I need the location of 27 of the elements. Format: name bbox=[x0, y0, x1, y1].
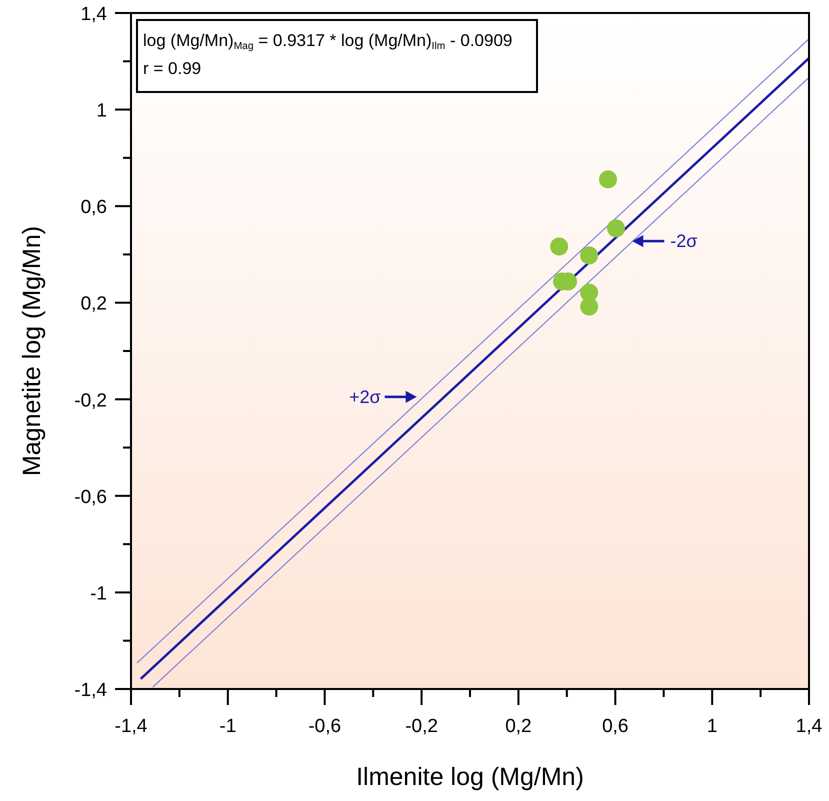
y-tick-label: 1 bbox=[96, 100, 107, 122]
annotation: +2σ bbox=[349, 386, 381, 407]
x-tick-label: 1 bbox=[706, 716, 718, 737]
x-tick-label: 0,6 bbox=[602, 716, 628, 737]
y-tick-label: -1 bbox=[90, 583, 107, 604]
x-tick-label: -0,2 bbox=[405, 716, 438, 737]
point bbox=[550, 237, 568, 256]
y-axis-title: Magnetite log (Mg/Mn) bbox=[18, 226, 46, 476]
x-tick-label: -1,4 bbox=[114, 716, 148, 737]
x-tick-label: -0,6 bbox=[308, 716, 342, 737]
x-tick-label: -1 bbox=[219, 716, 236, 737]
y-tick-label: 1,4 bbox=[80, 4, 108, 25]
y-tick-label: -0,6 bbox=[74, 486, 107, 508]
x-axis-title: Ilmenite log (Mg/Mn) bbox=[356, 763, 584, 791]
x-tick-label: 0,2 bbox=[505, 716, 532, 737]
y-tick-label: 0,2 bbox=[80, 294, 107, 315]
annotation: -2σ bbox=[670, 231, 698, 252]
annotation: log (Mg/Mn)$_{Mag}$ = 0.9317 * log (Mg/Mn)$_{Ilm}$ - 0.0909 bbox=[143, 31, 512, 52]
y-tick-label: 0,6 bbox=[80, 197, 107, 218]
y-tick-label: -0,2 bbox=[74, 390, 107, 412]
point bbox=[607, 219, 626, 238]
point bbox=[580, 298, 598, 316]
point bbox=[580, 246, 598, 264]
point bbox=[599, 170, 618, 188]
y-tick-label: -1,4 bbox=[74, 680, 108, 701]
annotation: r = 0.99 bbox=[143, 59, 202, 78]
x-tick-label: 1,4 bbox=[796, 716, 823, 737]
